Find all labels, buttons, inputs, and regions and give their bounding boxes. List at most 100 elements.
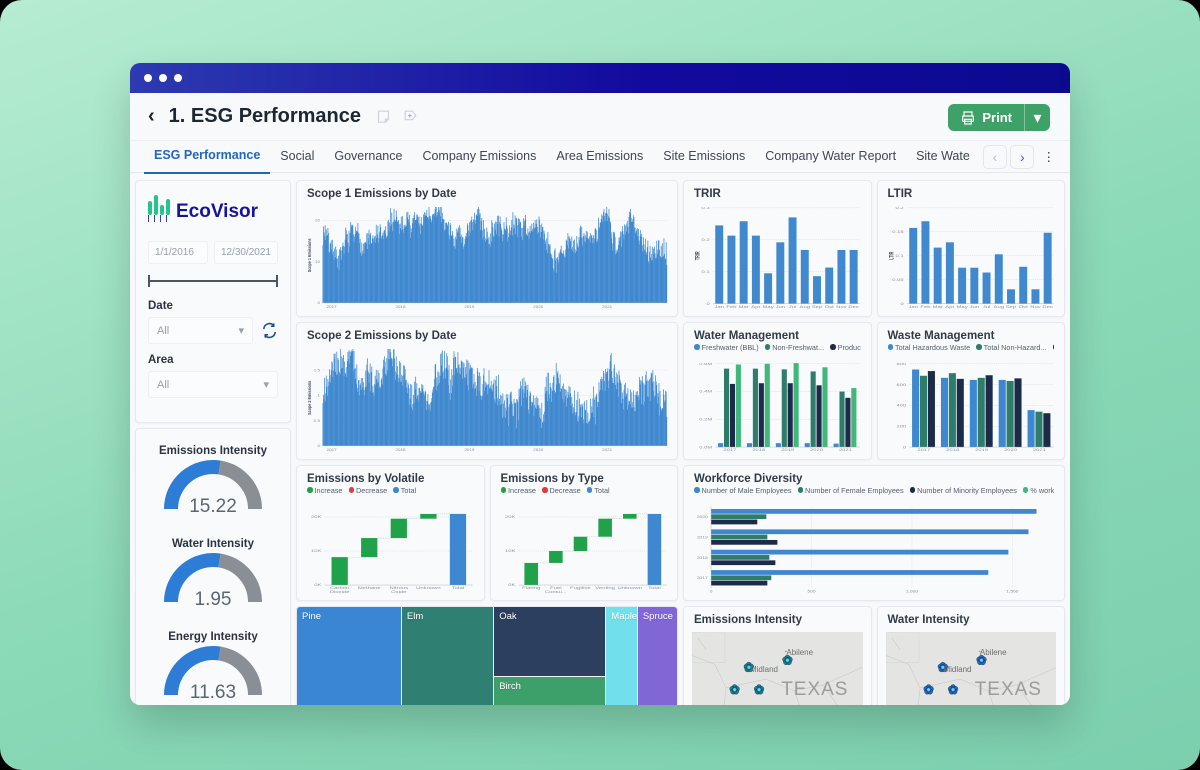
svg-text:Jan: Jan [908,305,918,309]
svg-text:Venting: Venting [595,586,615,590]
svg-text:0: 0 [710,589,714,593]
svg-text:2021: 2021 [602,447,613,451]
svg-text:Apr: Apr [751,305,761,309]
svg-text:Aug: Aug [993,305,1004,309]
svg-text:2017: 2017 [723,448,736,452]
svg-text:May: May [956,305,968,309]
svg-text:0K: 0K [314,583,322,587]
svg-text:Dec: Dec [1042,305,1053,309]
svg-text:Fugitive: Fugitive [570,586,591,590]
svg-text:2017: 2017 [327,304,338,308]
svg-text:0: 0 [317,301,320,305]
svg-text:0.1: 0.1 [702,270,711,274]
svg-text:2019: 2019 [464,304,475,308]
svg-text:Oxide: Oxide [391,590,407,594]
svg-text:Oct: Oct [825,305,835,309]
svg-text:0.4M: 0.4M [699,390,712,394]
svg-text:2018: 2018 [697,556,709,560]
svg-text:10: 10 [315,259,321,263]
svg-text:2017: 2017 [327,447,338,451]
svg-text:2021: 2021 [602,304,613,308]
svg-text:0.2M: 0.2M [699,418,712,422]
svg-text:Mar: Mar [932,305,943,309]
svg-text:600: 600 [896,383,906,387]
svg-text:200: 200 [896,425,906,429]
svg-text:0.6M: 0.6M [699,363,712,366]
svg-text:800: 800 [896,363,906,366]
svg-text:TRIR: TRIR [695,251,702,260]
svg-text:0.5: 0.5 [314,418,321,422]
svg-text:Feb: Feb [920,305,930,309]
svg-text:0: 0 [902,445,906,449]
svg-text:Nov: Nov [1030,305,1041,309]
svg-text:Methane: Methane [358,586,381,590]
svg-text:Dec: Dec [848,305,859,309]
svg-text:20K: 20K [504,515,515,519]
svg-text:2021: 2021 [1032,448,1045,452]
svg-text:Nitrous: Nitrous [389,586,408,590]
svg-text:Jul: Jul [982,305,990,309]
svg-text:2019: 2019 [464,447,475,451]
svg-text:Jun: Jun [776,305,786,309]
svg-text:0K: 0K [508,583,516,587]
svg-text:2017: 2017 [697,576,709,580]
svg-text:Oct: Oct [1018,305,1028,309]
svg-text:Consu...: Consu... [544,590,566,594]
svg-text:Unknown: Unknown [416,586,441,590]
svg-text:2018: 2018 [946,448,959,452]
svg-text:Total: Total [648,586,660,590]
svg-text:20: 20 [315,218,321,222]
svg-text:1,000: 1,000 [906,589,919,593]
svg-text:2020: 2020 [697,515,709,519]
svg-text:Total: Total [452,586,464,590]
svg-text:0.1: 0.1 [895,254,904,258]
svg-text:0.0M: 0.0M [699,445,712,449]
svg-text:Aug: Aug [800,305,811,309]
svg-text:Jul: Jul [789,305,797,309]
svg-text:400: 400 [896,404,906,408]
svg-text:2017: 2017 [917,448,930,452]
svg-text:Mar: Mar [739,305,750,309]
svg-text:0.05: 0.05 [892,278,904,282]
svg-text:Scope 2 Emissions: Scope 2 Emissions [307,380,312,415]
svg-text:2018: 2018 [396,447,407,451]
svg-text:2018: 2018 [396,304,407,308]
svg-text:0.15: 0.15 [892,230,904,234]
svg-text:Flaring: Flaring [522,586,540,590]
svg-text:2018: 2018 [752,448,765,452]
svg-text:2020: 2020 [1004,448,1017,452]
svg-text:May: May [763,305,775,309]
svg-text:2020: 2020 [533,304,544,308]
svg-text:Dioxide: Dioxide [330,590,350,594]
svg-text:0: 0 [317,444,320,448]
svg-text:2019: 2019 [697,535,709,539]
svg-text:2019: 2019 [781,448,794,452]
svg-text:2019: 2019 [975,448,988,452]
svg-text:10K: 10K [504,549,515,553]
svg-text:Feb: Feb [726,305,736,309]
svg-text:2021: 2021 [839,448,852,452]
svg-text:Sep: Sep [1005,305,1016,309]
svg-text:1,500: 1,500 [1006,589,1019,593]
svg-text:Jan: Jan [714,305,724,309]
svg-text:0: 0 [706,302,710,306]
svg-text:Sep: Sep [812,305,823,309]
svg-text:0.2: 0.2 [702,238,711,242]
svg-text:Unknown: Unknown [617,586,642,590]
svg-text:Nov: Nov [836,305,847,309]
svg-text:Jun: Jun [969,305,979,309]
svg-text:2020: 2020 [533,447,544,451]
svg-text:0.2: 0.2 [895,207,904,211]
svg-text:Fuel: Fuel [550,586,561,590]
svg-text:Scope 1 Emissions: Scope 1 Emissions [307,238,312,272]
svg-text:500: 500 [807,589,816,593]
svg-text:0: 0 [900,302,904,306]
svg-text:LTIR: LTIR [888,251,895,259]
svg-text:1: 1 [317,393,320,397]
svg-text:Apr: Apr [945,305,955,309]
svg-text:Carbon: Carbon [330,586,350,590]
svg-text:10K: 10K [311,549,322,553]
svg-text:20K: 20K [311,515,322,519]
svg-text:2020: 2020 [810,448,823,452]
svg-text:1.5: 1.5 [314,368,321,372]
